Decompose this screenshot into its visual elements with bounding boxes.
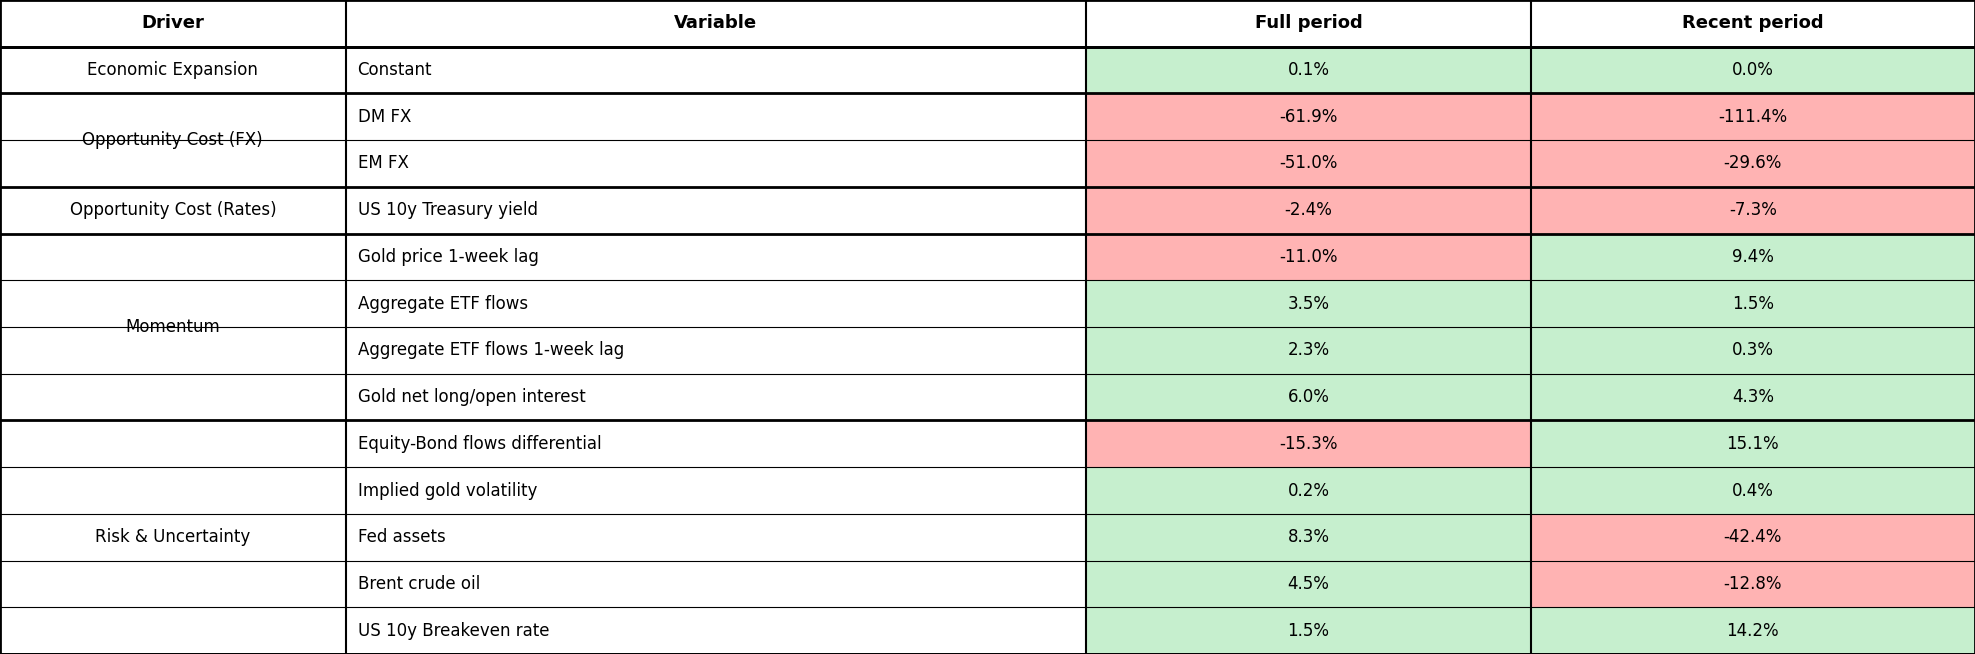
Bar: [1531, 467, 1975, 514]
Text: Aggregate ETF flows: Aggregate ETF flows: [357, 295, 527, 313]
Bar: [1086, 94, 1531, 140]
Bar: [346, 0, 1086, 46]
Bar: [346, 233, 1086, 281]
Bar: [1531, 421, 1975, 467]
Bar: [1086, 140, 1531, 187]
Text: Gold price 1-week lag: Gold price 1-week lag: [357, 248, 539, 266]
Bar: [1531, 46, 1975, 94]
Text: 0.3%: 0.3%: [1732, 341, 1774, 359]
Bar: [1531, 187, 1975, 233]
Text: 0.4%: 0.4%: [1732, 481, 1774, 500]
Text: 6.0%: 6.0%: [1288, 388, 1329, 406]
Bar: [0, 46, 346, 94]
Bar: [1086, 373, 1531, 421]
Bar: [1086, 560, 1531, 608]
Bar: [0, 187, 346, 233]
Text: -12.8%: -12.8%: [1724, 575, 1781, 593]
Text: Equity-Bond flows differential: Equity-Bond flows differential: [357, 435, 600, 453]
Bar: [346, 187, 1086, 233]
Bar: [1086, 46, 1531, 94]
Text: Driver: Driver: [142, 14, 203, 32]
Bar: [1086, 327, 1531, 373]
Bar: [1086, 467, 1531, 514]
Text: Aggregate ETF flows 1-week lag: Aggregate ETF flows 1-week lag: [357, 341, 624, 359]
Bar: [346, 373, 1086, 421]
Text: Recent period: Recent period: [1683, 14, 1823, 32]
Bar: [346, 94, 1086, 140]
Bar: [346, 421, 1086, 467]
Bar: [1086, 187, 1531, 233]
Text: -29.6%: -29.6%: [1724, 154, 1781, 173]
Bar: [1086, 608, 1531, 654]
Text: 0.2%: 0.2%: [1288, 481, 1329, 500]
Text: Brent crude oil: Brent crude oil: [357, 575, 480, 593]
Text: 2.3%: 2.3%: [1288, 341, 1329, 359]
Text: -2.4%: -2.4%: [1284, 201, 1333, 219]
Bar: [1531, 514, 1975, 560]
Text: 0.0%: 0.0%: [1732, 61, 1774, 79]
Bar: [1086, 0, 1531, 46]
Bar: [346, 46, 1086, 94]
Text: US 10y Breakeven rate: US 10y Breakeven rate: [357, 622, 549, 640]
Text: -15.3%: -15.3%: [1280, 435, 1337, 453]
Text: 15.1%: 15.1%: [1726, 435, 1779, 453]
Bar: [1531, 0, 1975, 46]
Text: Economic Expansion: Economic Expansion: [87, 61, 259, 79]
Text: 1.5%: 1.5%: [1288, 622, 1329, 640]
Bar: [0, 94, 346, 187]
Text: 8.3%: 8.3%: [1288, 528, 1329, 546]
Bar: [1531, 94, 1975, 140]
Text: Constant: Constant: [357, 61, 433, 79]
Text: 0.1%: 0.1%: [1288, 61, 1329, 79]
Text: Opportunity Cost (FX): Opportunity Cost (FX): [83, 131, 263, 149]
Bar: [346, 140, 1086, 187]
Bar: [1086, 281, 1531, 327]
Bar: [0, 0, 346, 46]
Text: Variable: Variable: [673, 14, 758, 32]
Text: Fed assets: Fed assets: [357, 528, 446, 546]
Bar: [1531, 373, 1975, 421]
Text: DM FX: DM FX: [357, 108, 411, 126]
Text: Gold net long/open interest: Gold net long/open interest: [357, 388, 585, 406]
Bar: [1531, 233, 1975, 281]
Bar: [1531, 327, 1975, 373]
Bar: [0, 421, 346, 654]
Text: -111.4%: -111.4%: [1718, 108, 1787, 126]
Bar: [1086, 421, 1531, 467]
Text: US 10y Treasury yield: US 10y Treasury yield: [357, 201, 537, 219]
Bar: [1086, 514, 1531, 560]
Text: -61.9%: -61.9%: [1280, 108, 1337, 126]
Text: 9.4%: 9.4%: [1732, 248, 1774, 266]
Text: 3.5%: 3.5%: [1288, 295, 1329, 313]
Text: Momentum: Momentum: [126, 318, 219, 336]
Bar: [1531, 608, 1975, 654]
Text: Risk & Uncertainty: Risk & Uncertainty: [95, 528, 251, 546]
Text: EM FX: EM FX: [357, 154, 409, 173]
Bar: [346, 467, 1086, 514]
Bar: [346, 514, 1086, 560]
Text: 14.2%: 14.2%: [1726, 622, 1779, 640]
Text: -7.3%: -7.3%: [1728, 201, 1778, 219]
Text: Opportunity Cost (Rates): Opportunity Cost (Rates): [69, 201, 276, 219]
Text: 4.5%: 4.5%: [1288, 575, 1329, 593]
Bar: [346, 608, 1086, 654]
Text: -51.0%: -51.0%: [1280, 154, 1337, 173]
Bar: [1086, 233, 1531, 281]
Bar: [346, 281, 1086, 327]
Bar: [1531, 281, 1975, 327]
Bar: [346, 560, 1086, 608]
Text: Implied gold volatility: Implied gold volatility: [357, 481, 537, 500]
Text: 4.3%: 4.3%: [1732, 388, 1774, 406]
Bar: [0, 233, 346, 421]
Bar: [1531, 560, 1975, 608]
Text: Full period: Full period: [1254, 14, 1363, 32]
Text: -42.4%: -42.4%: [1724, 528, 1781, 546]
Bar: [1531, 140, 1975, 187]
Bar: [346, 327, 1086, 373]
Text: -11.0%: -11.0%: [1280, 248, 1337, 266]
Text: 1.5%: 1.5%: [1732, 295, 1774, 313]
